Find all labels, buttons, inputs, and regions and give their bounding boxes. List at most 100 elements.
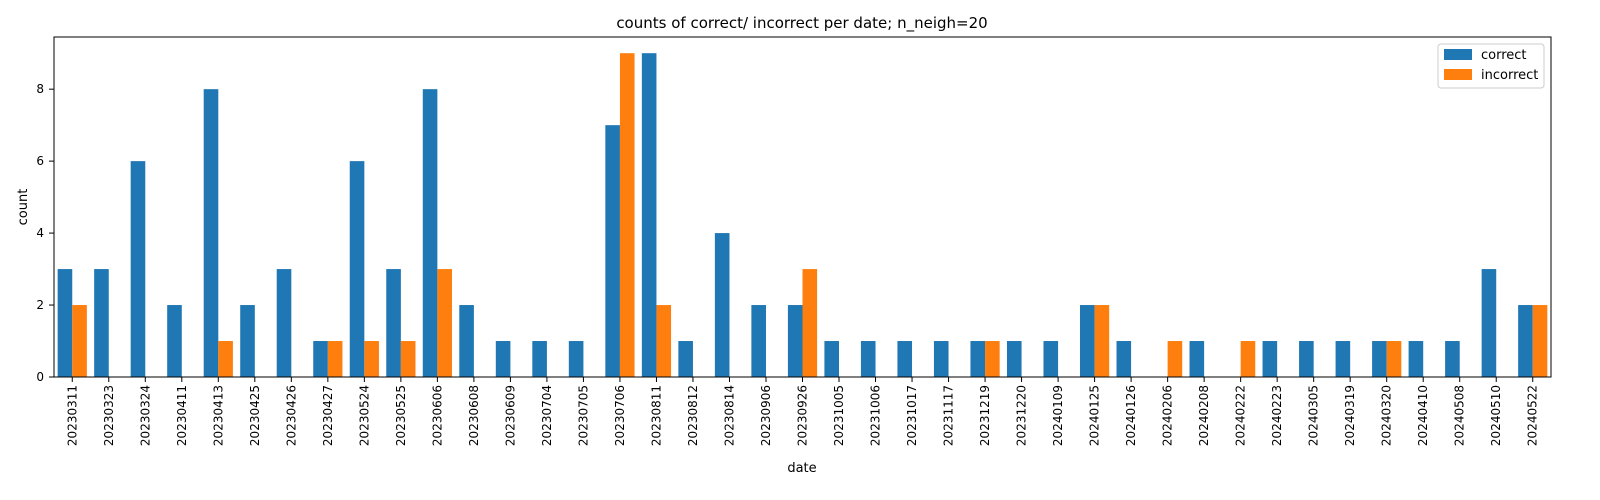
x-tick-label: 20230812	[686, 385, 700, 446]
bar-correct-20230814	[714, 233, 730, 377]
bar-correct-20240208	[1189, 341, 1205, 377]
y-tick-label: 4	[36, 226, 44, 240]
bar-correct-20231017	[897, 341, 913, 377]
x-tick-label: 20230413	[211, 385, 225, 446]
x-tick-label: 20230524	[357, 385, 371, 446]
bar-incorrect-20240522	[1532, 305, 1548, 377]
y-tick-label: 8	[36, 82, 44, 96]
bar-correct-20231005	[824, 341, 840, 377]
bar-correct-20230425	[240, 305, 255, 377]
bar-incorrect-20240222	[1240, 341, 1256, 377]
bar-correct-20230811	[641, 53, 657, 377]
bar-incorrect-20230706	[619, 53, 635, 377]
plot-area-frame	[53, 36, 1552, 378]
x-tick-label: 20240223	[1270, 385, 1284, 446]
bar-incorrect-20240125	[1094, 305, 1110, 377]
legend-label-incorrect: incorrect	[1481, 68, 1538, 83]
bar-correct-20240305	[1299, 341, 1314, 377]
y-tick-label: 0	[36, 370, 44, 384]
x-tick-label: 20230411	[175, 385, 189, 446]
x-tick-label: 20230706	[613, 385, 627, 446]
bar-correct-20240320	[1372, 341, 1387, 377]
bar-correct-20231219	[970, 341, 986, 377]
bar-correct-20240522	[1518, 305, 1533, 377]
bar-correct-20231006	[860, 341, 876, 377]
bar-correct-20230705	[568, 341, 584, 377]
x-tick-label: 20240126	[1124, 385, 1138, 446]
bar-correct-20240126	[1116, 341, 1132, 377]
bar-correct-20230609	[495, 341, 511, 377]
x-tick-label: 20230324	[138, 385, 152, 446]
bar-correct-20240223	[1262, 341, 1278, 377]
bar-correct-20240109	[1043, 341, 1059, 377]
x-tick-label: 20240222	[1234, 385, 1248, 446]
bar-correct-20230524	[349, 161, 365, 377]
x-tick-label: 20230609	[503, 385, 517, 446]
x-tick-label: 20230323	[102, 385, 116, 446]
x-tick-label: 20230906	[759, 385, 773, 446]
x-tick-label: 20230811	[649, 385, 663, 446]
bar-incorrect-20230926	[802, 269, 818, 377]
x-tick-label: 20240208	[1197, 385, 1211, 446]
x-tick-label: 20230814	[722, 385, 736, 446]
bar-incorrect-20230811	[656, 305, 672, 377]
x-tick-label: 20240319	[1343, 385, 1357, 446]
bar-correct-20230323	[94, 269, 109, 377]
bar-correct-20230606	[422, 89, 438, 378]
bar-correct-20240410	[1408, 341, 1424, 377]
bar-correct-20230525	[386, 269, 401, 377]
bar-incorrect-20240206	[1167, 341, 1183, 377]
bar-incorrect-20240320	[1386, 341, 1402, 377]
bar-correct-20230926	[787, 305, 803, 377]
x-tick-label: 20240305	[1307, 385, 1321, 446]
y-axis-title: count	[16, 189, 31, 226]
x-tick-label: 20231017	[905, 385, 919, 446]
x-tick-label: 20231220	[1015, 385, 1029, 446]
bar-correct-20240125	[1079, 305, 1095, 377]
x-tick-label: 20240508	[1453, 385, 1467, 446]
x-tick-label: 20230704	[540, 385, 554, 446]
x-tick-label: 20240320	[1380, 385, 1394, 446]
bar-correct-20240510	[1481, 269, 1497, 377]
legend-swatch-incorrect	[1444, 69, 1472, 80]
bar-correct-20230704	[532, 341, 547, 377]
x-axis-ticks: 20230311 20230323 20230324 20230411 20230413…	[65, 377, 1540, 446]
legend-label-correct: correct	[1481, 48, 1527, 63]
x-tick-label: 20231005	[832, 385, 846, 446]
bar-incorrect-20230524	[364, 341, 379, 377]
x-tick-label: 20231219	[978, 385, 992, 446]
bar-correct-20231220	[1006, 341, 1022, 377]
x-tick-label: 20230608	[467, 385, 481, 446]
bar-incorrect-20231219	[985, 341, 1000, 377]
bar-correct-20230426	[276, 269, 292, 377]
legend: correct incorrect	[1437, 43, 1545, 89]
bar-incorrect-20230525	[400, 341, 416, 377]
bar-correct-20230427	[313, 341, 328, 377]
x-tick-label: 20230926	[796, 385, 810, 446]
y-axis-ticks: 0 2 4 6 8	[36, 82, 54, 384]
legend-swatch-correct	[1444, 49, 1472, 60]
bar-correct-20230608	[459, 305, 474, 377]
x-tick-label: 20230525	[394, 385, 408, 446]
x-tick-label: 20230311	[65, 385, 79, 446]
bar-correct-20231117	[933, 341, 949, 377]
bar-correct-20230413	[203, 89, 219, 378]
x-tick-label: 20231117	[942, 385, 956, 446]
bar-correct-20240508	[1445, 341, 1460, 377]
bar-incorrect-20230413	[218, 341, 233, 377]
bar-correct-20230324	[130, 161, 146, 377]
bar-correct-20240319	[1335, 341, 1351, 377]
bars-group	[57, 53, 1548, 378]
bar-incorrect-20230311	[72, 305, 87, 377]
bar-correct-20230411	[167, 305, 182, 377]
bar-correct-20230812	[678, 341, 693, 377]
x-tick-label: 20230426	[284, 385, 298, 446]
bar-correct-20230311	[57, 269, 73, 377]
x-tick-label: 20230606	[430, 385, 444, 446]
bar-incorrect-20230427	[327, 341, 343, 377]
y-tick-label: 6	[36, 154, 44, 168]
x-tick-label: 20240522	[1526, 385, 1540, 446]
x-tick-label: 20230427	[321, 385, 335, 446]
y-tick-label: 2	[36, 298, 44, 312]
